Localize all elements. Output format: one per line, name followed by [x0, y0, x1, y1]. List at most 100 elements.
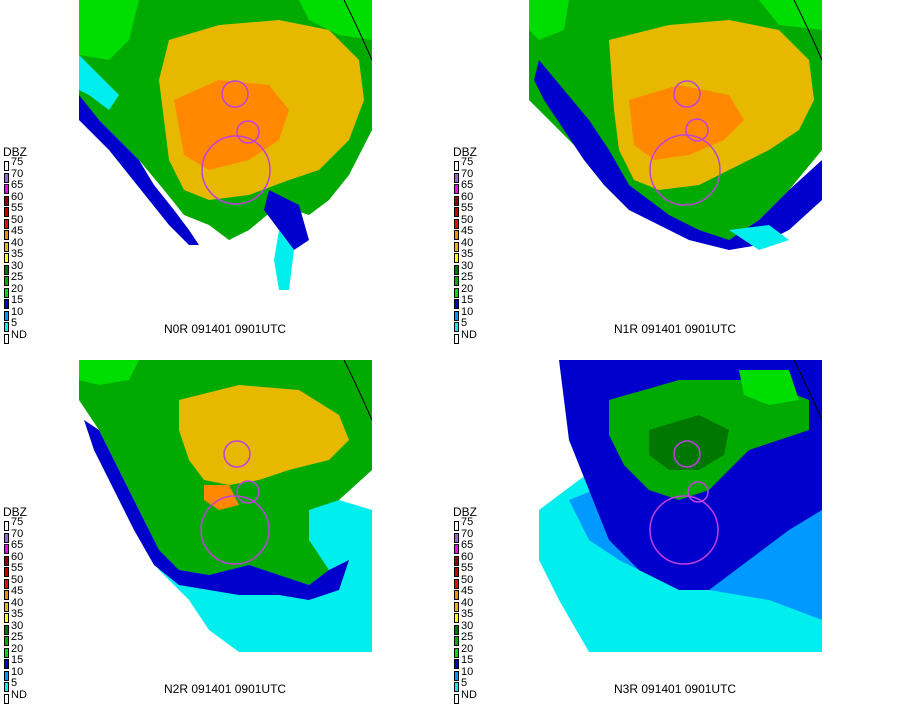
- panel-n2r: DBZ 75 70 65 60 55 50 45 40 35 30 25 20 15 10 5 ND N2R …: [0, 360, 450, 720]
- legend-title: DBZ: [3, 145, 27, 159]
- radar-image-n3r: [529, 360, 822, 652]
- legend-label: 55: [11, 562, 24, 574]
- legend-swatch: [454, 659, 459, 669]
- legend-label: 5: [11, 317, 18, 329]
- legend-label: 45: [461, 585, 474, 597]
- legend-label: 35: [461, 248, 474, 260]
- legend-label: 5: [11, 677, 18, 689]
- legend-swatch: [4, 578, 9, 589]
- legend-label: 50: [461, 573, 474, 586]
- legend-label: 75: [11, 156, 24, 168]
- legend-swatch: [4, 333, 9, 344]
- legend-swatch: [4, 590, 9, 600]
- legend-swatch: [4, 310, 9, 321]
- legend-label: 35: [11, 248, 24, 260]
- legend-label: 25: [461, 271, 474, 283]
- legend-label: 40: [11, 596, 24, 609]
- legend-swatch: [4, 555, 9, 566]
- legend-label: 20: [461, 282, 474, 295]
- legend-swatch: [454, 161, 459, 171]
- legend-swatch: [4, 521, 9, 531]
- legend-swatch: [4, 532, 9, 543]
- legend-swatch: [4, 207, 9, 217]
- legend-swatch: [4, 161, 9, 171]
- legend-swatch: [4, 613, 9, 623]
- legend-label: 40: [11, 236, 24, 249]
- legend-swatch: [454, 287, 459, 298]
- legend-swatch: [4, 682, 9, 692]
- legend-swatch: [4, 195, 9, 206]
- legend-swatch: [454, 276, 459, 286]
- legend-swatch: [4, 567, 9, 577]
- legend-label: 10: [461, 305, 474, 318]
- legend-swatch: [4, 287, 9, 298]
- legend-swatch: [454, 521, 459, 531]
- legend-swatch: [4, 299, 9, 309]
- legend-title: DBZ: [3, 505, 27, 519]
- legend-swatch: [454, 590, 459, 600]
- legend-swatch: [4, 544, 9, 554]
- legend-swatch: [4, 636, 9, 646]
- legend-label: 15: [461, 654, 474, 666]
- legend-swatch: [4, 264, 9, 275]
- legend-label: 60: [11, 550, 24, 563]
- legend-swatch: [4, 647, 9, 658]
- legend-label: 70: [11, 527, 24, 540]
- legend-label: 45: [11, 225, 24, 237]
- legend-swatch: [454, 636, 459, 646]
- legend-label: 65: [11, 539, 24, 551]
- legend-label: 45: [461, 225, 474, 237]
- legend-swatch: [454, 322, 459, 332]
- legend-swatch: [454, 693, 459, 704]
- legend-label: 70: [461, 167, 474, 180]
- legend-label: 60: [461, 190, 474, 203]
- legend-label: 10: [11, 665, 24, 678]
- legend-label: 20: [461, 642, 474, 655]
- caption-n3r: N3R 091401 0901UTC: [614, 682, 737, 696]
- legend-label: 50: [11, 213, 24, 226]
- legend-label: 20: [11, 642, 24, 655]
- legend-title: DBZ: [453, 145, 477, 159]
- radar-image-n1r: [529, 0, 822, 292]
- caption-n2r: N2R 091401 0901UTC: [164, 682, 287, 696]
- legend-swatch: [4, 659, 9, 669]
- legend-label: 20: [11, 282, 24, 295]
- legend-swatch: [454, 195, 459, 206]
- dbz-legend: DBZ 75 70 65 60 55 50 45 40 35 30 25 20 15 10 5 ND: [453, 506, 493, 704]
- legend-swatch: [454, 682, 459, 692]
- legend-swatch: [4, 276, 9, 286]
- legend-swatch: [4, 253, 9, 263]
- legend-swatch: [454, 601, 459, 612]
- legend-label: 50: [461, 213, 474, 226]
- legend-swatch: [454, 578, 459, 589]
- legend-swatch: [454, 333, 459, 344]
- legend-swatch: [4, 601, 9, 612]
- legend-swatch: [454, 241, 459, 252]
- legend-label: ND: [461, 688, 477, 701]
- legend-swatch: [454, 230, 459, 240]
- legend-label: 60: [461, 550, 474, 563]
- legend-label: 15: [11, 294, 24, 306]
- legend-label: ND: [461, 328, 477, 341]
- legend-label: 5: [461, 677, 468, 689]
- legend-label: 40: [461, 596, 474, 609]
- dbz-legend: DBZ 75 70 65 60 55 50 45 40 35 30 25 20 15 10 5 ND: [3, 505, 43, 704]
- legend-swatch: [4, 172, 9, 183]
- legend-swatch: [4, 670, 9, 681]
- legend-swatch: [454, 299, 459, 309]
- dbz-legend: DBZ 75 70 65 60 55 50 45 40 35 30 25 20 15 10 5 ND: [453, 145, 493, 344]
- legend-label: 40: [461, 236, 474, 249]
- legend-label: 75: [11, 516, 24, 528]
- legend-swatch: [454, 567, 459, 577]
- legend-label: 30: [461, 619, 474, 632]
- legend-label: 65: [461, 179, 474, 191]
- legend-label: ND: [11, 328, 27, 341]
- legend-label: 75: [461, 516, 474, 528]
- legend-label: 30: [11, 259, 24, 272]
- caption-n1r: N1R 091401 0901UTC: [614, 322, 737, 336]
- panel-n3r: DBZ 75 70 65 60 55 50 45 40 35 30 25 20 15 10 5 ND N3R …: [450, 360, 900, 720]
- legend-swatch: [454, 184, 459, 194]
- legend-label: 35: [461, 608, 474, 620]
- legend-swatch: [4, 184, 9, 194]
- legend-label: 15: [11, 654, 24, 666]
